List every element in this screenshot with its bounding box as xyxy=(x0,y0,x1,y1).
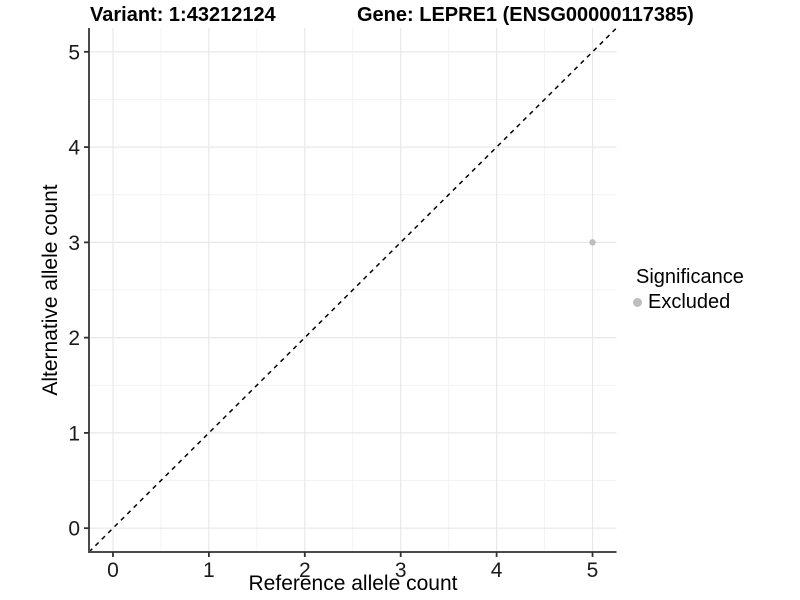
plot-title-gene: Gene: LEPRE1 (ENSG00000117385) xyxy=(357,4,694,26)
x-tick-label: 5 xyxy=(587,559,599,582)
x-tick-label: 2 xyxy=(299,559,311,582)
x-tick-label: 4 xyxy=(491,559,503,582)
legend-item-label: Excluded xyxy=(648,290,731,313)
y-tick-label: 5 xyxy=(68,41,80,64)
y-tick-label: 4 xyxy=(68,137,80,160)
identity-reference-line xyxy=(88,27,618,553)
legend-title: Significance xyxy=(636,266,744,288)
legend-point-icon xyxy=(633,297,642,307)
legend-item-excluded: Excluded xyxy=(633,290,744,313)
legend: Significance Excluded xyxy=(633,266,744,313)
x-tick-label: 1 xyxy=(203,559,215,582)
y-tick-label: 0 xyxy=(68,518,80,541)
y-tick-label: 1 xyxy=(68,422,80,445)
x-tick-label: 0 xyxy=(107,559,119,582)
x-tick-label: 3 xyxy=(395,559,407,582)
plot-title-variant: Variant: 1:43212124 xyxy=(90,4,276,26)
x-axis-title: Reference allele count xyxy=(248,572,458,595)
y-axis-title: Alternative allele count xyxy=(39,184,62,396)
y-tick-label: 3 xyxy=(68,232,80,255)
y-tick-label: 2 xyxy=(68,327,80,350)
data-point xyxy=(589,239,596,246)
